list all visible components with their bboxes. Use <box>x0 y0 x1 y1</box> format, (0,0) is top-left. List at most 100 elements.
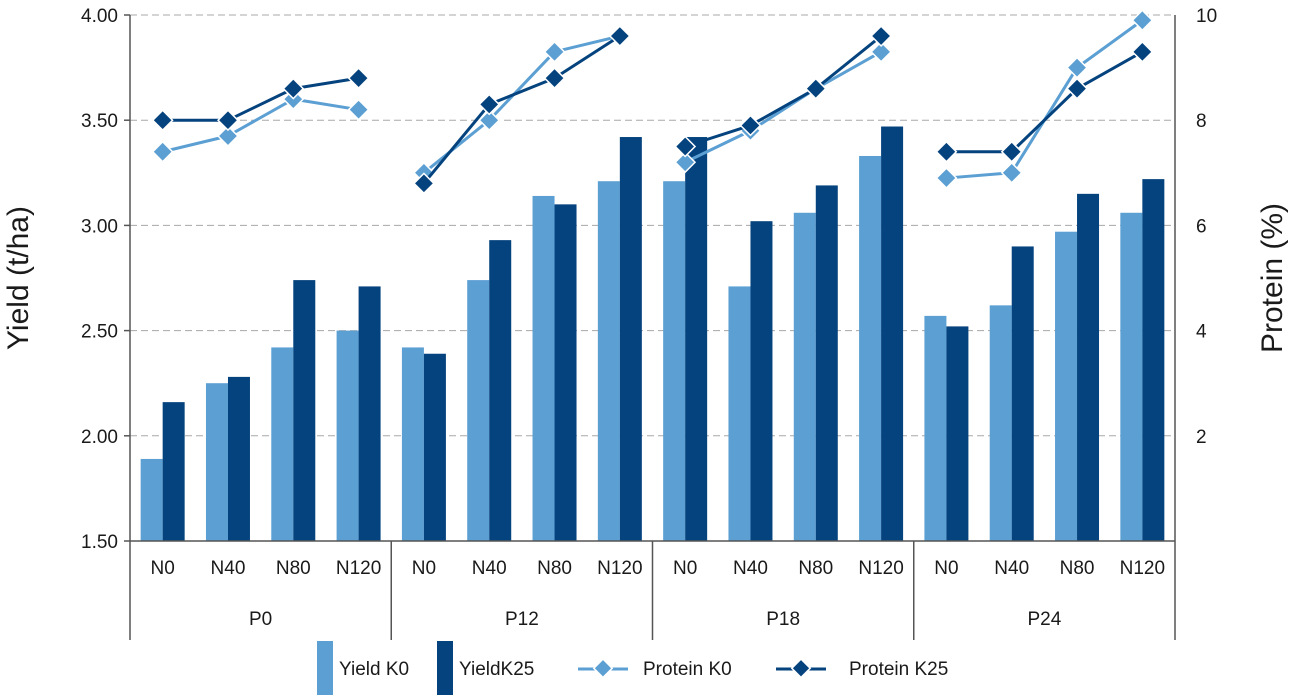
bar <box>162 402 185 541</box>
protein-marker <box>151 140 174 163</box>
protein-line <box>162 76 359 122</box>
bar <box>1142 179 1165 541</box>
protein-marker <box>608 25 631 48</box>
protein-line <box>946 19 1144 180</box>
protein-marker <box>217 125 239 147</box>
x-tick-label: N40 <box>994 558 1029 579</box>
protein-marker <box>870 25 893 48</box>
bar <box>924 315 947 541</box>
protein-marker <box>804 77 827 100</box>
bar <box>946 326 969 541</box>
protein-marker <box>870 40 893 63</box>
bar <box>1077 193 1100 541</box>
protein-marker <box>739 114 762 137</box>
bar <box>1011 246 1034 541</box>
bar <box>1055 231 1078 541</box>
group-label: P12 <box>505 609 539 630</box>
bar <box>815 185 838 541</box>
x-tick-label: N120 <box>597 558 642 579</box>
y2-tick-label: 4 <box>1196 322 1207 343</box>
legend-marker-protein-k0 <box>592 658 614 679</box>
protein-marker <box>1131 9 1154 32</box>
bar <box>271 347 294 541</box>
protein-marker <box>478 93 501 116</box>
bar <box>358 286 381 541</box>
group-label: P24 <box>1027 609 1061 630</box>
protein-marker <box>282 77 305 100</box>
bar <box>401 347 424 541</box>
group-label: P0 <box>249 609 272 630</box>
bar <box>685 137 708 542</box>
bar <box>423 353 446 541</box>
group-label: P18 <box>766 609 800 630</box>
legend-marker-protein-k25 <box>790 658 812 679</box>
y-axis-title: Yield (t/ha) <box>2 206 35 350</box>
protein-marker <box>1000 161 1023 184</box>
legend-swatch-yield-k0 <box>317 641 333 695</box>
bar <box>793 212 816 541</box>
protein-marker <box>412 172 435 195</box>
y2-tick-label: 2 <box>1196 427 1207 448</box>
protein-line <box>946 50 1144 154</box>
bar <box>205 383 228 541</box>
bar <box>467 280 490 541</box>
legend-label-protein-k0: Protein K0 <box>643 659 732 680</box>
y2-axis-title: Protein (%) <box>1256 203 1289 353</box>
protein-marker <box>1131 40 1154 63</box>
x-tick-label: N80 <box>1060 558 1095 579</box>
legend-label-protein-k25: Protein K25 <box>849 659 948 680</box>
line-series-layer <box>151 9 1154 195</box>
x-tick-label: N120 <box>858 558 903 579</box>
protein-marker <box>674 151 697 174</box>
legend-swatch-yield-k25 <box>437 641 453 695</box>
x-tick-label: N0 <box>412 558 436 579</box>
protein-line <box>684 34 883 148</box>
x-tick-label: N80 <box>798 558 833 579</box>
tick-labels: 1.50 2.00 2.50 3.00 3.50 4.00 2 4 6 8 10 N0 N40 N80 N1… <box>81 6 1217 630</box>
x-tick-label: N40 <box>211 558 246 579</box>
protein-marker <box>1066 56 1088 79</box>
x-tick-label: N120 <box>336 558 381 579</box>
bar-series-layer <box>140 126 1165 542</box>
protein-line <box>684 50 882 164</box>
protein-marker <box>935 140 958 163</box>
bar <box>532 195 555 541</box>
x-tick-label: N120 <box>1120 558 1165 579</box>
y-tick-label: 2.50 <box>81 322 118 343</box>
y-tick-label: 4.00 <box>81 6 118 27</box>
protein-line <box>422 34 621 185</box>
x-tick-label: N40 <box>472 558 507 579</box>
protein-marker <box>543 40 566 63</box>
protein-marker <box>1066 77 1088 100</box>
legend-label-yield-k0: Yield K0 <box>339 659 409 680</box>
legend: Yield K0 YieldK25 Protein K0 Protein K25 <box>317 641 948 695</box>
protein-marker <box>935 167 958 190</box>
x-tick-label: N40 <box>733 558 768 579</box>
bar <box>750 221 773 541</box>
bar <box>881 126 904 542</box>
protein-line <box>162 97 359 154</box>
bar <box>140 458 163 541</box>
bar <box>489 240 512 542</box>
y-tick-label: 3.50 <box>81 111 118 132</box>
bar <box>597 181 620 541</box>
x-tick-label: N0 <box>673 558 697 579</box>
protein-marker <box>543 67 566 90</box>
bar <box>619 137 642 542</box>
bar <box>859 155 882 541</box>
bar <box>227 376 250 541</box>
bar <box>663 181 686 541</box>
protein-marker <box>347 98 370 121</box>
y-tick-label: 1.50 <box>81 532 118 553</box>
y2-tick-label: 10 <box>1196 6 1217 27</box>
bar <box>293 280 316 541</box>
protein-marker <box>1000 140 1023 163</box>
x-tick-label: N80 <box>537 558 572 579</box>
protein-marker <box>217 109 239 132</box>
x-tick-label: N0 <box>151 558 175 579</box>
y-tick-label: 3.00 <box>81 216 118 237</box>
protein-marker <box>674 135 697 158</box>
protein-marker <box>478 109 501 132</box>
protein-line <box>422 34 621 174</box>
axes <box>124 14 1176 640</box>
